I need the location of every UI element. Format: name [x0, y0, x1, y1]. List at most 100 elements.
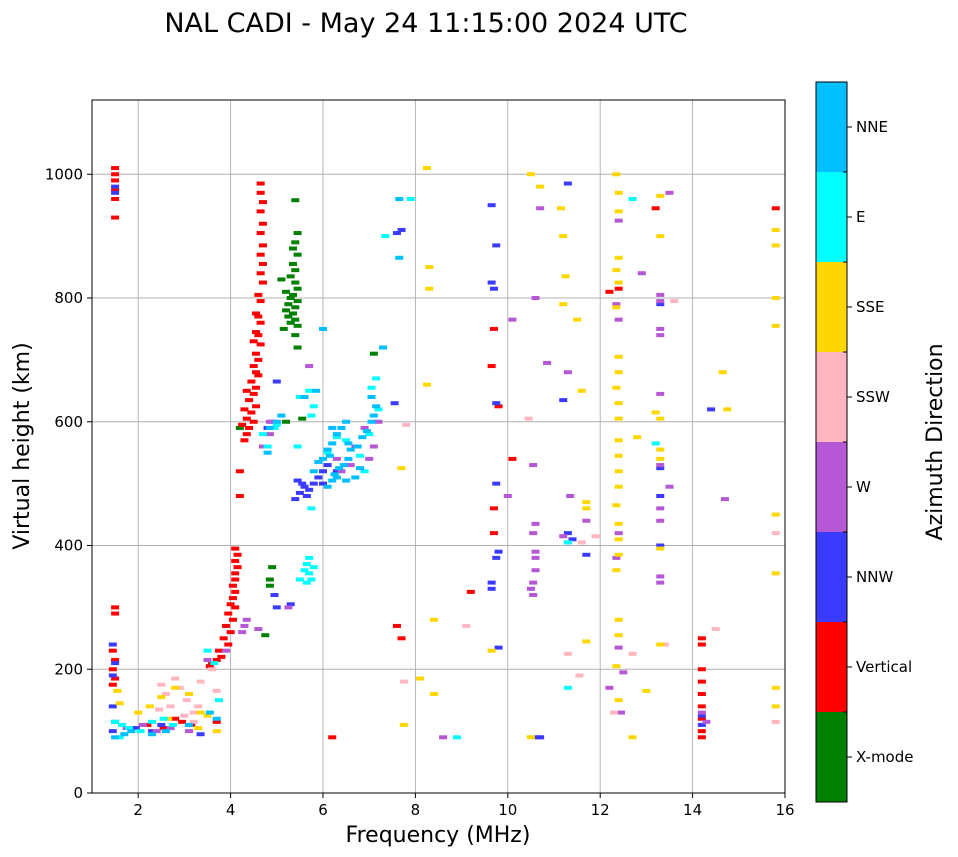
data-point-sse: [656, 447, 665, 452]
data-point-e: [300, 568, 309, 573]
data-point-nne: [342, 419, 351, 424]
data-point-nnw: [111, 661, 120, 666]
data-point-e: [270, 425, 279, 430]
data-point-e: [305, 555, 314, 560]
data-point-vertical: [205, 664, 214, 669]
data-point-w: [656, 299, 665, 304]
data-point-x-mode: [277, 277, 286, 282]
data-point-sse: [113, 688, 122, 693]
y-axis-label: Virtual height (km): [10, 342, 35, 549]
data-point-vertical: [111, 657, 120, 662]
data-point-w: [616, 710, 625, 715]
data-point-e: [628, 197, 637, 201]
data-point-sse: [614, 354, 623, 359]
data-point-vertical: [494, 404, 503, 409]
data-point-e: [406, 197, 415, 201]
data-point-w: [152, 729, 161, 734]
x-tick-label: 14: [683, 801, 702, 819]
data-point-e: [651, 441, 660, 446]
data-point-e: [302, 562, 311, 567]
data-point-nnw: [392, 231, 401, 236]
data-point-x-mode: [293, 323, 302, 328]
colorbar-tick-label: NNW: [856, 568, 893, 586]
data-point-e: [563, 540, 572, 545]
data-point-w: [563, 370, 572, 375]
data-point-e: [332, 435, 341, 440]
data-point-sse: [612, 568, 621, 573]
colorbar: X-mode Vertical NNW W SSW SSE E NNE: [815, 81, 913, 803]
data-point-sse: [559, 234, 568, 239]
data-point-sse: [642, 688, 651, 693]
data-point-nnw: [286, 602, 295, 607]
data-point-vertical: [111, 197, 120, 201]
data-point-sse: [718, 370, 727, 375]
data-point-sse: [612, 305, 621, 310]
data-point-vertical: [228, 583, 237, 588]
data-point-nnw: [131, 726, 140, 731]
data-point-vertical: [235, 469, 244, 474]
data-point-nnw: [196, 732, 205, 737]
data-point-nne: [351, 475, 360, 480]
colorbar-segment-sse: [816, 262, 847, 352]
data-point-sse: [614, 255, 623, 260]
data-point-nnw: [300, 484, 309, 489]
data-point-e: [309, 404, 318, 409]
data-point-vertical: [489, 326, 498, 331]
data-point-ssw: [462, 623, 471, 628]
data-point-x-mode: [291, 240, 300, 245]
data-point-e: [367, 385, 376, 390]
data-point-sse: [582, 639, 591, 644]
data-point-sse: [134, 710, 143, 715]
y-tick-label: 600: [54, 413, 83, 431]
data-point-nnw: [305, 487, 314, 492]
data-point-x-mode: [265, 583, 274, 588]
data-point-nne: [337, 425, 346, 430]
data-point-w: [531, 568, 540, 573]
data-point-nnw: [314, 475, 323, 480]
data-point-vertical: [252, 351, 261, 356]
data-point-sse: [614, 416, 623, 421]
data-point-w: [529, 580, 538, 585]
data-point-nne: [148, 732, 157, 737]
data-point-sse: [771, 512, 780, 517]
data-point-w: [529, 531, 538, 536]
colorbar-segment-x-mode: [816, 712, 847, 802]
data-point-sse: [656, 234, 665, 239]
data-point-vertical: [258, 243, 267, 248]
data-point-x-mode: [291, 280, 300, 285]
data-point-nnw: [533, 735, 542, 740]
data-point-vertical: [242, 432, 251, 437]
data-point-vertical: [249, 339, 258, 344]
data-point-x-mode: [293, 286, 302, 291]
data-point-nne: [362, 429, 371, 434]
data-point-nnw: [291, 497, 300, 502]
data-point-e: [159, 716, 168, 721]
data-point-vertical: [697, 667, 706, 672]
data-point-nnw: [111, 190, 120, 195]
y-tick-label: 0: [73, 784, 83, 802]
data-point-sse: [203, 713, 212, 718]
data-point-w: [332, 456, 341, 461]
data-point-vertical: [254, 292, 263, 297]
data-point-w: [305, 364, 314, 369]
data-point-w: [612, 555, 621, 560]
data-point-vertical: [111, 187, 120, 192]
data-point-ssw: [196, 679, 205, 684]
data-point-w: [559, 534, 568, 539]
data-point-nne: [395, 197, 404, 201]
data-point-x-mode: [282, 308, 291, 313]
data-point-w: [365, 456, 374, 461]
data-point-sse: [526, 735, 535, 740]
data-point-nnw: [582, 552, 591, 557]
data-point-sse: [194, 726, 203, 731]
data-point-w: [526, 586, 535, 591]
data-point-nnw: [108, 729, 117, 734]
data-point-x-mode: [265, 577, 274, 582]
data-point-vertical: [256, 190, 265, 195]
data-point-nne: [111, 735, 120, 740]
data-point-vertical: [178, 719, 187, 724]
data-point-vertical: [111, 605, 120, 610]
data-point-e: [305, 571, 314, 576]
data-point-nnw: [309, 481, 318, 486]
